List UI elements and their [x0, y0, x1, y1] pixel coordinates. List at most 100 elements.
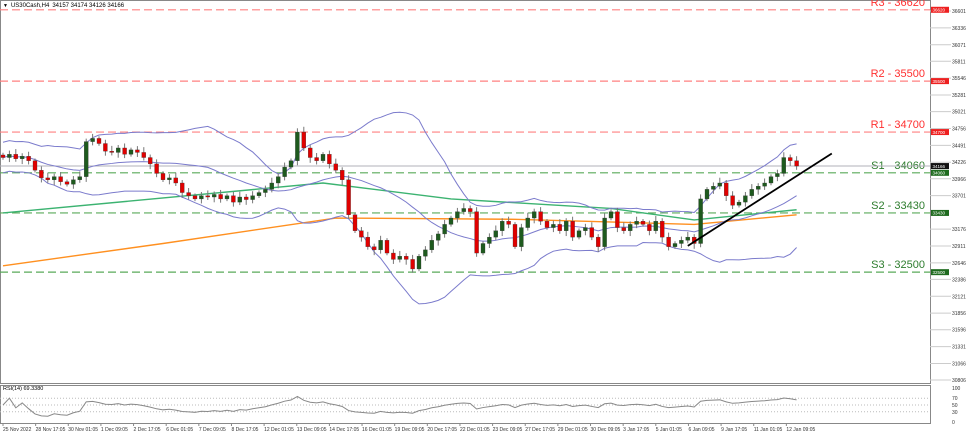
candle — [724, 180, 729, 202]
level-price-tag-text: 34700 — [933, 130, 946, 135]
y-tick-label: 36336 — [952, 26, 966, 32]
candle — [224, 193, 230, 202]
candle-body — [525, 217, 530, 228]
level-price-tag-text: 33430 — [933, 211, 946, 216]
candle-body — [64, 181, 70, 185]
candle-body — [244, 196, 249, 200]
candle-body — [13, 154, 18, 159]
candle — [192, 193, 198, 202]
candle-body — [730, 195, 735, 206]
candle — [730, 191, 735, 210]
candle-body — [480, 243, 486, 254]
candle-body — [448, 217, 454, 225]
candle-body — [109, 151, 114, 153]
y-tick-label: 31596 — [952, 328, 966, 334]
candle — [372, 243, 377, 256]
candle — [576, 228, 582, 240]
candle — [653, 215, 658, 234]
candle — [167, 174, 172, 185]
candle — [148, 154, 153, 170]
x-tick-label: 20 Dec 17:05 — [427, 427, 457, 433]
candle-body — [282, 166, 287, 177]
candle — [244, 194, 249, 205]
candle — [634, 216, 639, 229]
candle — [788, 154, 793, 166]
candle-body — [429, 240, 434, 251]
candle-body — [148, 157, 153, 165]
x-tick-label: 6 Dec 01:05 — [166, 427, 193, 433]
candle — [13, 149, 18, 162]
level-label: R3 - 36620 — [871, 0, 925, 9]
candle-body — [544, 221, 550, 228]
bollinger-middle — [2, 155, 797, 242]
level-price-tag-text: 32500 — [933, 270, 946, 275]
candle — [45, 172, 50, 183]
candle-body — [781, 157, 786, 174]
candle-body — [762, 182, 767, 187]
candle — [416, 254, 422, 272]
y-tick-label: 31066 — [952, 361, 966, 367]
candle — [448, 215, 454, 227]
candle — [84, 138, 89, 182]
y-tick-label: 35021 — [952, 110, 966, 116]
candle — [570, 216, 575, 241]
x-tick-label: 3 Jan 17:05 — [623, 427, 649, 433]
main-panel-frame — [0, 0, 931, 384]
candle-body — [288, 160, 294, 168]
candle — [212, 191, 217, 203]
candle — [743, 191, 748, 207]
candle — [359, 227, 364, 242]
candle-body — [256, 192, 262, 196]
candle-body — [7, 154, 12, 158]
candle-body — [743, 195, 748, 203]
candle — [384, 238, 390, 256]
candle — [768, 174, 774, 186]
candle-body — [77, 176, 82, 180]
x-tick-label: 14 Dec 17:05 — [329, 427, 359, 433]
candle-body — [576, 230, 582, 238]
candle-body — [192, 195, 198, 200]
candle-body — [564, 221, 569, 231]
rsi-tick-label: 70 — [952, 396, 958, 402]
ohlc-readout: 34157 34174 34126 34166 — [52, 3, 125, 9]
x-tick-label: 2 Dec 17:05 — [134, 427, 161, 433]
candle-body — [749, 189, 754, 196]
candle — [608, 209, 614, 221]
level-price-tag-text: 36620 — [933, 8, 946, 13]
candle — [423, 246, 428, 261]
candle-body — [173, 177, 178, 184]
candle-body — [295, 131, 300, 161]
candle-body — [532, 211, 537, 219]
y-tick-label: 36071 — [952, 43, 966, 49]
candle — [103, 139, 108, 156]
candle-body — [237, 196, 242, 203]
candle — [58, 172, 63, 186]
x-tick-label: 11 Jan 01:05 — [754, 427, 783, 433]
y-tick-label: 32386 — [952, 277, 966, 283]
candle — [365, 231, 370, 250]
level-label: S2 - 33430 — [871, 200, 925, 212]
x-tick-label: 30 Nov 01:05 — [68, 427, 98, 433]
candle-body — [704, 189, 710, 200]
candle — [711, 182, 716, 194]
candle — [538, 207, 543, 225]
y-tick-label: 31331 — [952, 345, 966, 351]
x-tick-label: 1 Dec 09:05 — [101, 427, 128, 433]
candle — [756, 183, 761, 195]
dropdown-triangle-icon[interactable]: ▼ — [3, 3, 8, 9]
candle-body — [436, 233, 441, 241]
candle — [436, 230, 441, 246]
candle-body — [314, 157, 319, 161]
candle — [775, 169, 780, 182]
candle-body — [410, 259, 415, 270]
candle-body — [634, 221, 639, 225]
level-price-tag — [931, 78, 949, 85]
candle — [141, 147, 146, 161]
candle — [71, 176, 76, 189]
candle — [506, 216, 511, 229]
level-price-tag — [931, 6, 949, 13]
candle — [20, 153, 25, 165]
candle — [52, 173, 57, 186]
